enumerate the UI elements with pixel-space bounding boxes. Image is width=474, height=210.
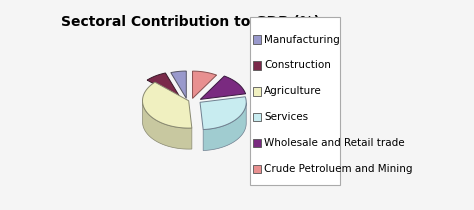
Text: Crude Petroluem and Mining: Crude Petroluem and Mining xyxy=(264,164,413,174)
FancyBboxPatch shape xyxy=(253,87,261,96)
Text: Manufacturing: Manufacturing xyxy=(264,35,340,45)
FancyBboxPatch shape xyxy=(250,17,340,185)
Polygon shape xyxy=(201,76,246,99)
Polygon shape xyxy=(143,102,192,149)
FancyBboxPatch shape xyxy=(253,165,261,173)
Polygon shape xyxy=(147,73,181,99)
Text: Construction: Construction xyxy=(264,60,331,70)
Polygon shape xyxy=(143,82,192,128)
Text: Sectoral Contribution to GDP (%): Sectoral Contribution to GDP (%) xyxy=(61,15,320,29)
Polygon shape xyxy=(200,97,246,130)
Polygon shape xyxy=(171,71,186,98)
FancyBboxPatch shape xyxy=(253,113,261,121)
Text: Services: Services xyxy=(264,112,309,122)
FancyBboxPatch shape xyxy=(253,139,261,147)
FancyBboxPatch shape xyxy=(253,61,261,70)
Polygon shape xyxy=(203,103,246,151)
Polygon shape xyxy=(192,71,217,98)
Text: Wholesale and Retail trade: Wholesale and Retail trade xyxy=(264,138,405,148)
Text: Agriculture: Agriculture xyxy=(264,86,322,96)
FancyBboxPatch shape xyxy=(253,35,261,44)
